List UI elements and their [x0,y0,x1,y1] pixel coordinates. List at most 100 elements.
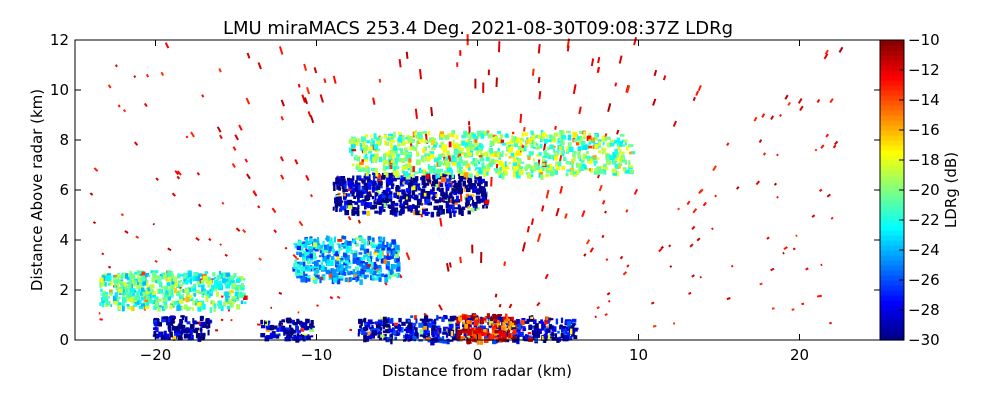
radar-cell [458,188,463,194]
radar-cell [434,199,439,204]
radar-cell [226,274,231,280]
radar-cell [508,327,511,332]
echo-streak [816,294,821,298]
region-mid-level-band [292,235,401,285]
radar-cell [183,277,188,283]
radar-cell [187,294,193,299]
radar-cell [461,206,466,211]
radar-cell [469,180,472,186]
radar-cell [309,253,313,259]
radar-cell [424,208,428,212]
radar-cell [451,174,455,179]
echo-streak [208,237,212,242]
radar-cell [192,307,195,311]
radar-cell [453,211,456,217]
radar-cell [341,270,345,275]
radar-cell [382,165,387,171]
echo-streak [195,237,200,242]
radar-cell [500,139,505,144]
radar-cell [568,325,571,329]
radar-cell [486,313,490,318]
radar-cell [344,277,350,282]
radar-cell [355,182,361,186]
echo-streak [633,188,639,195]
radar-cell [389,191,393,195]
radar-cell [397,143,401,147]
radar-cell [319,255,322,258]
radar-cell [305,277,308,283]
radar-cell [446,197,450,203]
radar-cell [292,329,296,334]
radar-cell [312,261,315,264]
radar-cell [391,135,395,139]
radar-cell [475,328,480,334]
radar-cell [142,279,147,286]
radar-cell [307,260,312,265]
radar-cell [167,270,172,277]
echo-streak [583,253,587,257]
radar-cell [338,244,341,249]
echo-streak [92,221,97,225]
radar-cell [505,336,510,340]
radar-cell [386,247,390,254]
radar-cell [451,316,455,321]
radar-cell [419,318,423,321]
radar-cell [341,273,346,276]
radar-cell [407,335,411,342]
radar-cell [413,132,417,136]
radar-cell [350,249,353,254]
radar-cell [594,144,598,149]
radar-cell [495,339,498,344]
radar-cell [177,280,181,284]
radar-cell [499,167,502,171]
echo-streak [378,78,382,83]
radar-cell [622,167,627,172]
radar-cell [350,152,354,157]
radar-cell [569,171,573,176]
radar-cell [171,317,175,322]
echo-streak [691,274,695,278]
radar-cell [413,194,418,201]
echo-streak [795,234,798,237]
echo-streak [771,307,775,310]
radar-cell [489,317,494,322]
radar-cell [432,174,438,180]
radar-cell [344,200,349,206]
echo-streak [761,113,766,118]
radar-cell [530,174,534,178]
radar-cell [292,267,296,272]
radar-cell [344,197,347,200]
radar-cell [366,140,371,144]
colorbar-segment [880,105,904,111]
radar-cell [383,159,389,165]
radar-cell [602,148,607,153]
radar-cell [491,329,497,334]
radar-cell [408,136,413,141]
radar-cell [100,288,103,293]
radar-cell [440,134,445,138]
radar-cell [184,288,189,293]
radar-cell [388,328,394,333]
radar-cell [347,188,352,191]
radar-cell [501,326,505,331]
radar-cell [457,153,462,158]
radar-cell [462,169,466,173]
radar-cell [465,200,469,207]
echo-streak [652,325,657,328]
radar-cell [466,163,471,168]
echo-streak [758,139,763,144]
radar-cell [357,200,363,203]
radar-cell [306,318,310,324]
radar-cell [525,334,528,339]
radar-cell [605,155,609,161]
radar-cell [562,156,567,161]
echo-streak [699,276,702,279]
radar-cell [358,252,363,255]
radar-cell [153,305,157,310]
radar-cell [386,241,389,246]
radar-cell [296,251,299,256]
colorbar-segment [880,195,904,201]
radar-cell [450,157,456,162]
radar-cell [121,281,126,288]
radar-cell [348,185,352,189]
